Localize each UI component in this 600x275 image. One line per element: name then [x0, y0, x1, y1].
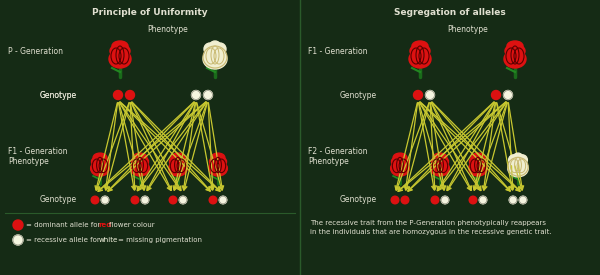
Text: Phenotype: Phenotype [448, 26, 488, 34]
Ellipse shape [431, 156, 449, 167]
Text: = dominant allele for: = dominant allele for [26, 222, 103, 228]
Text: F1 - Generation: F1 - Generation [308, 48, 367, 56]
Circle shape [179, 196, 187, 204]
Ellipse shape [469, 161, 487, 176]
Text: Genotype: Genotype [340, 90, 377, 100]
Ellipse shape [517, 155, 527, 165]
Circle shape [413, 90, 422, 100]
Ellipse shape [431, 161, 449, 176]
Ellipse shape [504, 50, 526, 68]
Circle shape [219, 196, 227, 204]
Circle shape [509, 196, 517, 204]
Ellipse shape [133, 153, 147, 162]
Circle shape [425, 90, 434, 100]
Text: Principle of Uniformity: Principle of Uniformity [92, 8, 208, 17]
Circle shape [441, 196, 449, 204]
Text: white: white [99, 237, 118, 243]
Text: Genotype: Genotype [40, 90, 77, 100]
Text: Genotype: Genotype [40, 90, 77, 100]
Text: P - Generation: P - Generation [8, 48, 63, 56]
Ellipse shape [211, 153, 225, 162]
Text: Genotype: Genotype [340, 196, 377, 205]
Ellipse shape [209, 156, 227, 167]
Ellipse shape [470, 156, 487, 167]
Text: red: red [98, 222, 112, 228]
Text: Phenotype: Phenotype [308, 158, 349, 166]
Circle shape [13, 220, 23, 230]
Circle shape [491, 90, 500, 100]
Text: Phenotype: Phenotype [148, 26, 188, 34]
Circle shape [431, 196, 439, 204]
Circle shape [169, 196, 177, 204]
Ellipse shape [209, 41, 221, 53]
Ellipse shape [203, 49, 227, 69]
Text: flower colour: flower colour [109, 222, 155, 228]
Circle shape [101, 196, 109, 204]
Ellipse shape [131, 156, 149, 167]
Ellipse shape [410, 44, 430, 58]
Ellipse shape [433, 153, 447, 162]
Ellipse shape [169, 161, 187, 176]
Ellipse shape [508, 160, 528, 177]
Ellipse shape [209, 161, 227, 176]
Ellipse shape [412, 41, 428, 51]
Text: F2 - Generation: F2 - Generation [308, 147, 367, 156]
Circle shape [209, 196, 217, 204]
Text: = missing pigmentation: = missing pigmentation [118, 237, 202, 243]
Text: Segregation of alleles: Segregation of alleles [394, 8, 506, 17]
Circle shape [113, 90, 122, 100]
Ellipse shape [170, 156, 187, 167]
Ellipse shape [204, 43, 216, 55]
Circle shape [13, 235, 23, 245]
Circle shape [131, 196, 139, 204]
Ellipse shape [112, 41, 128, 51]
Ellipse shape [393, 153, 407, 162]
Ellipse shape [109, 50, 131, 68]
Ellipse shape [91, 156, 109, 167]
Text: F1 - Generation: F1 - Generation [8, 147, 67, 156]
Ellipse shape [93, 153, 107, 162]
Circle shape [191, 90, 200, 100]
Ellipse shape [214, 43, 226, 55]
Ellipse shape [91, 161, 109, 176]
Circle shape [391, 196, 399, 204]
Text: The recessive trait from the P-Generation phenotypically reappears
in the indivi: The recessive trait from the P-Generatio… [310, 220, 551, 235]
Ellipse shape [507, 41, 523, 51]
Ellipse shape [391, 161, 409, 176]
Circle shape [401, 196, 409, 204]
Circle shape [125, 90, 134, 100]
Circle shape [203, 90, 212, 100]
Circle shape [519, 196, 527, 204]
Circle shape [91, 196, 99, 204]
Text: Phenotype: Phenotype [8, 158, 49, 166]
Ellipse shape [505, 44, 525, 58]
Ellipse shape [509, 155, 519, 165]
Circle shape [141, 196, 149, 204]
Ellipse shape [409, 50, 431, 68]
Circle shape [503, 90, 512, 100]
Ellipse shape [110, 44, 130, 58]
Circle shape [469, 196, 477, 204]
Ellipse shape [131, 161, 149, 176]
Text: = recessive allele for: = recessive allele for [26, 237, 102, 243]
Ellipse shape [392, 156, 409, 167]
Ellipse shape [513, 153, 523, 163]
Ellipse shape [471, 153, 485, 162]
Text: Genotype: Genotype [40, 196, 77, 205]
Circle shape [479, 196, 487, 204]
Ellipse shape [171, 153, 185, 162]
